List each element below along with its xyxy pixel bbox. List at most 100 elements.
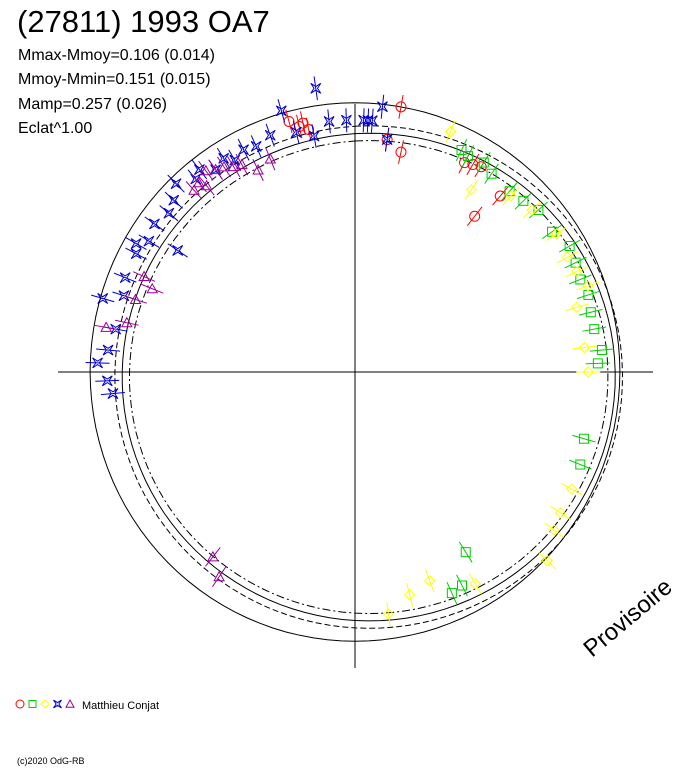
errorbar-square xyxy=(456,574,468,597)
errorbar-square xyxy=(568,459,592,470)
point-triangle-5 xyxy=(218,160,230,172)
errorbar-square xyxy=(576,290,600,300)
point-star-28 xyxy=(366,115,378,127)
errorbar-diamond xyxy=(572,345,597,350)
point-star-4 xyxy=(110,323,122,335)
point-star-17 xyxy=(218,152,230,164)
errorbar-star xyxy=(96,348,121,352)
point-star-24 xyxy=(308,130,320,142)
errorbar-triangle xyxy=(205,547,221,567)
point-circle-6 xyxy=(395,146,407,158)
point-star-3 xyxy=(102,344,114,356)
errorbar-triangle xyxy=(123,295,148,304)
legend-symbols xyxy=(15,698,75,709)
errorbar-diamond xyxy=(464,179,479,201)
point-circle-4 xyxy=(395,101,407,113)
point-diamond-1 xyxy=(465,183,478,196)
point-square-8 xyxy=(564,241,575,252)
errorbar-diamond xyxy=(565,303,589,312)
point-star-12 xyxy=(168,194,180,206)
point-star-22 xyxy=(275,105,287,117)
point-square-15 xyxy=(592,358,603,369)
point-square-9 xyxy=(570,257,581,268)
point-star-14 xyxy=(190,173,202,185)
point-star-6 xyxy=(118,290,130,302)
errorbar-star xyxy=(366,108,370,133)
data-points xyxy=(85,76,614,627)
errorbar-star xyxy=(265,123,275,147)
errorbar-triangle xyxy=(198,176,215,196)
errorbar-diamond xyxy=(546,226,567,242)
errorbar-diamond xyxy=(386,602,391,627)
errorbar-diamond xyxy=(565,266,589,277)
errorbar-star xyxy=(345,108,348,133)
errorbar-square xyxy=(572,434,596,443)
errorbar-star xyxy=(237,138,250,161)
point-diamond-9 xyxy=(578,341,591,354)
axes xyxy=(58,104,653,668)
errorbar-triangle xyxy=(198,160,214,181)
errorbar-diamond xyxy=(502,186,520,206)
errorbar-star xyxy=(327,109,331,134)
point-square-6 xyxy=(533,204,544,215)
errorbar-star xyxy=(384,127,390,152)
point-diamond-16 xyxy=(424,575,436,587)
point-circle-2 xyxy=(297,117,309,129)
point-star-20 xyxy=(250,140,262,152)
point-square-14 xyxy=(596,345,607,356)
point-square-12 xyxy=(585,307,596,318)
point-star-33 xyxy=(310,82,322,94)
point-triangle-11 xyxy=(146,282,159,294)
point-diamond-6 xyxy=(571,265,583,278)
errorbar-star xyxy=(85,361,110,364)
errorbar-circle xyxy=(305,117,312,142)
errorbar-diamond xyxy=(468,573,482,595)
errorbar-star xyxy=(292,120,300,145)
point-star-18 xyxy=(229,154,241,166)
errorbar-triangle xyxy=(217,156,231,178)
point-star-21 xyxy=(264,129,276,141)
curve-fit xyxy=(121,132,616,622)
point-circle-7 xyxy=(459,157,471,169)
errorbar-star xyxy=(125,247,147,260)
point-square-17 xyxy=(575,459,586,470)
point-square-1 xyxy=(462,151,473,162)
point-triangle-0 xyxy=(188,184,200,195)
point-star-34 xyxy=(362,114,374,126)
errorbar-square xyxy=(559,239,581,253)
point-triangle-9 xyxy=(264,152,277,164)
legend-symbol-star xyxy=(53,699,62,709)
errorbar-star xyxy=(100,391,125,396)
legend-author: Matthieu Conjat xyxy=(82,700,159,712)
errorbar-diamond xyxy=(425,569,435,593)
point-triangle-2 xyxy=(200,179,213,191)
errorbar-triangle xyxy=(252,158,264,181)
errorbar-star xyxy=(277,99,286,123)
errorbar-star xyxy=(91,294,115,303)
point-square-4 xyxy=(504,186,515,197)
errorbar-diamond xyxy=(556,251,579,264)
copyright: (c)2020 OdG-RB xyxy=(17,756,85,766)
errorbar-diamond xyxy=(445,120,456,143)
point-diamond-7 xyxy=(582,280,594,292)
errorbar-circle xyxy=(466,206,483,227)
point-diamond-17 xyxy=(403,589,416,601)
point-star-23 xyxy=(290,126,302,138)
errorbar-square xyxy=(514,191,533,210)
errorbar-circle xyxy=(398,94,404,119)
errorbar-triangle xyxy=(265,147,276,171)
point-circle-3 xyxy=(303,124,315,136)
point-diamond-0 xyxy=(444,125,457,138)
errorbar-diamond xyxy=(538,552,557,570)
errorbar-square xyxy=(582,326,607,332)
point-star-13 xyxy=(170,178,182,190)
errorbar-square xyxy=(458,541,473,563)
point-star-2 xyxy=(92,357,103,369)
errorbar-star xyxy=(311,124,317,148)
point-diamond-3 xyxy=(526,204,538,216)
stat-line-4: Eclat^1.00 xyxy=(18,120,92,137)
point-star-19 xyxy=(238,144,249,156)
errorbar-square xyxy=(501,181,518,201)
point-star-30 xyxy=(381,134,393,146)
point-square-3 xyxy=(486,168,497,179)
